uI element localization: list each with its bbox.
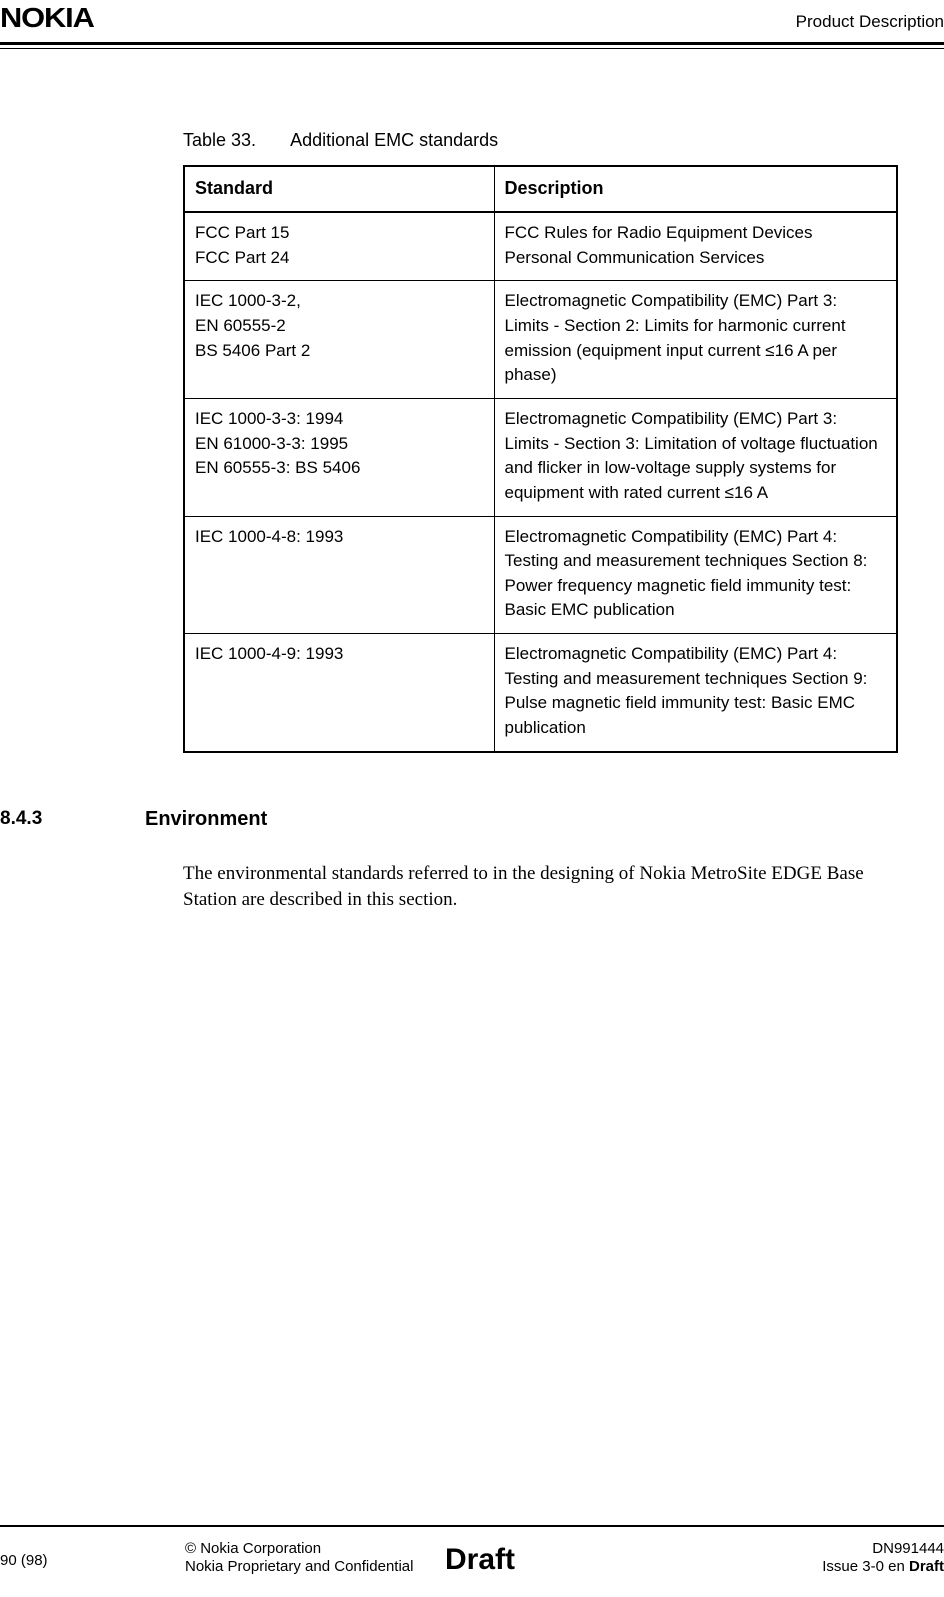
cell-standard: IEC 1000-3-2,EN 60555-2BS 5406 Part 2 — [184, 281, 494, 399]
cell-description: Electromagnetic Compatibility (EMC) Part… — [494, 398, 897, 516]
page: NOKIA Product Description Table 33. Addi… — [0, 0, 944, 1597]
cell-standard: IEC 1000-4-9: 1993 — [184, 634, 494, 752]
footer-copyright: © Nokia Corporation — [185, 1540, 321, 1557]
table-header-row: Standard Description — [184, 166, 897, 212]
cell-description: Electromagnetic Compatibility (EMC) Part… — [494, 281, 897, 399]
cell-standard: FCC Part 15FCC Part 24 — [184, 212, 494, 281]
cell-description: FCC Rules for Radio Equipment DevicesPer… — [494, 212, 897, 281]
table-title: Additional EMC standards — [290, 130, 498, 150]
emc-standards-table: Standard Description FCC Part 15FCC Part… — [183, 165, 898, 753]
footer-rule — [0, 1525, 944, 1527]
section-title: Environment — [145, 808, 267, 831]
page-header: NOKIA Product Description — [0, 0, 944, 10]
table-row: IEC 1000-3-3: 1994EN 61000-3-3: 1995EN 6… — [184, 398, 897, 516]
section-paragraph: The environmental standards referred to … — [183, 861, 909, 914]
table-row: FCC Part 15FCC Part 24 FCC Rules for Rad… — [184, 212, 897, 281]
nokia-logo: NOKIA — [0, 2, 94, 34]
footer-doc-id: DN991444 — [872, 1540, 944, 1557]
table-row: IEC 1000-4-8: 1993 Electromagnetic Compa… — [184, 516, 897, 634]
table-number: Table 33. — [183, 130, 256, 150]
cell-description: Electromagnetic Compatibility (EMC) Part… — [494, 516, 897, 634]
cell-standard: IEC 1000-3-3: 1994EN 61000-3-3: 1995EN 6… — [184, 398, 494, 516]
table-row: IEC 1000-3-2,EN 60555-2BS 5406 Part 2 El… — [184, 281, 897, 399]
col-header-description: Description — [494, 166, 897, 212]
footer-issue: Issue 3-0 en Draft — [822, 1558, 944, 1575]
cell-standard: IEC 1000-4-8: 1993 — [184, 516, 494, 634]
page-content: Table 33. Additional EMC standards Stand… — [0, 130, 944, 914]
footer-confidential: Nokia Proprietary and Confidential — [185, 1558, 413, 1575]
header-rule-thin — [0, 48, 944, 49]
cell-description: Electromagnetic Compatibility (EMC) Part… — [494, 634, 897, 752]
footer-page-number: 90 (98) — [0, 1552, 48, 1569]
table-caption: Table 33. Additional EMC standards — [183, 130, 944, 151]
section-number: 8.4.3 — [0, 808, 145, 831]
header-rule-thick — [0, 42, 944, 45]
col-header-standard: Standard — [184, 166, 494, 212]
footer-draft-watermark: Draft — [445, 1543, 515, 1577]
header-title: Product Description — [796, 12, 944, 32]
footer-issue-bold: Draft — [909, 1558, 944, 1575]
footer-issue-prefix: Issue 3-0 en — [822, 1558, 909, 1575]
table-row: IEC 1000-4-9: 1993 Electromagnetic Compa… — [184, 634, 897, 752]
section-heading: 8.4.3 Environment — [0, 808, 944, 831]
